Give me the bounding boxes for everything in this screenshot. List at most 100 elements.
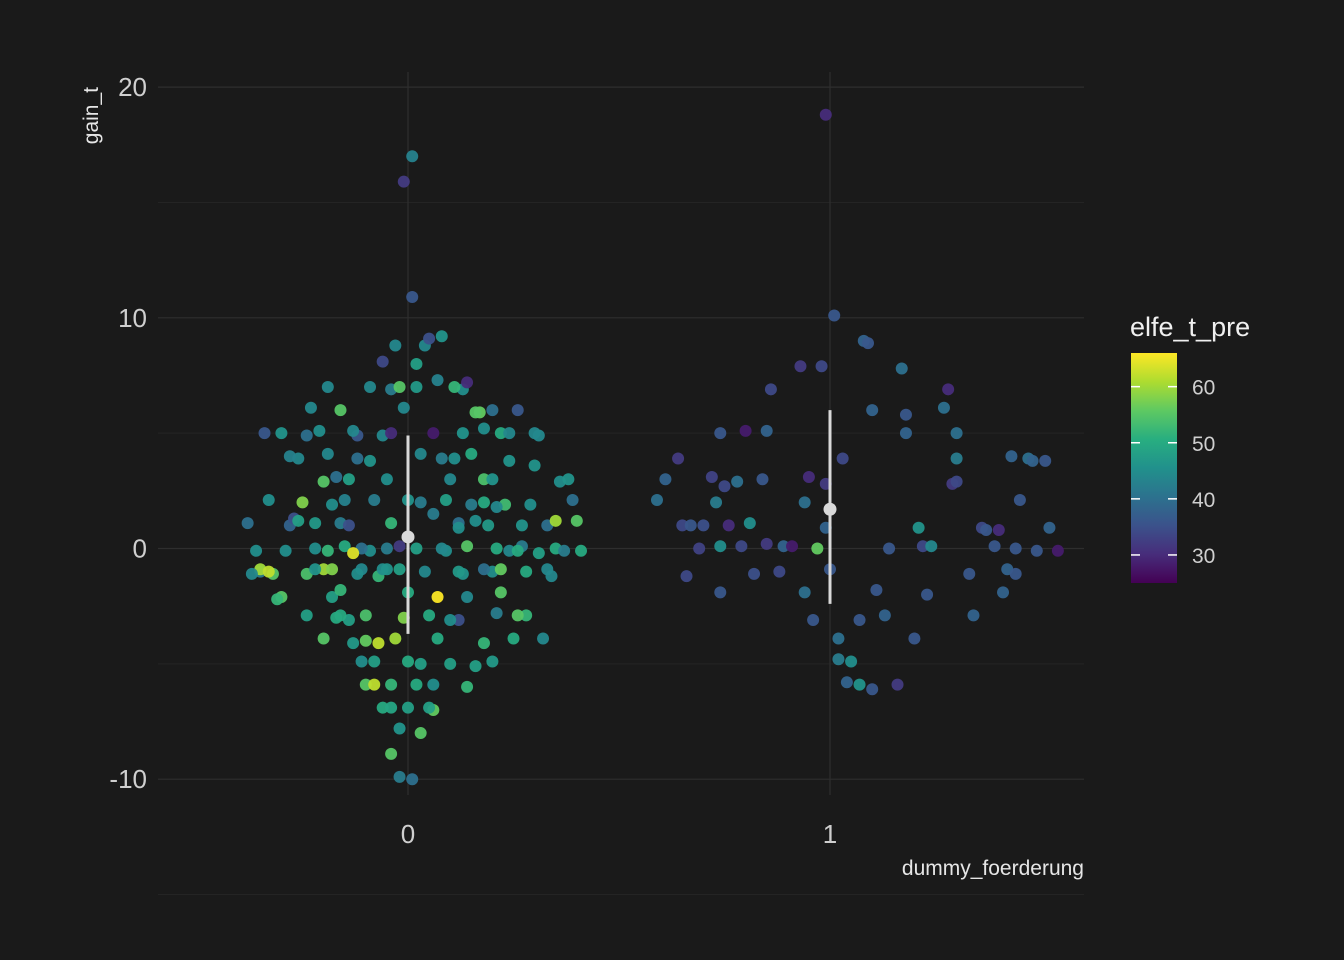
- data-point: [439, 494, 452, 507]
- data-point: [313, 424, 326, 437]
- data-point: [262, 494, 275, 507]
- data-point: [300, 609, 313, 622]
- data-point: [1026, 454, 1039, 467]
- data-point: [351, 452, 364, 465]
- data-point: [368, 494, 381, 507]
- data-point: [494, 586, 507, 599]
- legend-tick-label: 60: [1192, 377, 1215, 400]
- data-point: [334, 404, 347, 417]
- legend-title: elfe_t_pre: [1130, 312, 1250, 342]
- data-point: [385, 517, 398, 530]
- legend-tick-label: 50: [1192, 433, 1215, 456]
- data-point: [1039, 454, 1052, 467]
- data-point: [760, 424, 773, 437]
- x-axis-title: dummy_foerderung: [902, 857, 1084, 880]
- data-point: [1051, 544, 1064, 557]
- data-point: [764, 383, 777, 396]
- data-point: [815, 360, 828, 373]
- data-point: [866, 404, 879, 417]
- data-point: [798, 586, 811, 599]
- data-point: [368, 678, 381, 691]
- data-point: [364, 381, 377, 394]
- data-point: [950, 452, 963, 465]
- data-point: [773, 565, 786, 578]
- data-point: [710, 496, 723, 509]
- data-point: [477, 563, 490, 576]
- data-point: [486, 404, 499, 417]
- data-point: [444, 614, 457, 627]
- data-point: [321, 381, 334, 394]
- data-point: [347, 424, 360, 437]
- data-point: [925, 540, 938, 553]
- data-point: [672, 452, 685, 465]
- data-point: [832, 653, 845, 666]
- data-point: [870, 584, 883, 597]
- data-point: [794, 360, 807, 373]
- data-point: [351, 567, 364, 580]
- data-point: [520, 609, 533, 622]
- data-point: [402, 655, 414, 668]
- data-point: [317, 632, 330, 645]
- legend-ticks: 30 40 50 60: [1131, 377, 1215, 568]
- y-axis-title: gain_t: [80, 87, 103, 144]
- data-point: [262, 565, 275, 578]
- data-point: [1009, 542, 1022, 555]
- data-point: [330, 470, 343, 483]
- data-point: [680, 570, 693, 583]
- data-point: [490, 542, 503, 555]
- data-point: [385, 678, 398, 691]
- data-point: [397, 175, 410, 188]
- data-point: [347, 637, 360, 650]
- data-point: [541, 563, 554, 576]
- data-point: [714, 427, 727, 440]
- data-point: [342, 519, 355, 532]
- data-point: [461, 680, 474, 693]
- data-point: [997, 586, 1010, 599]
- data-point: [418, 565, 431, 578]
- data-point: [359, 634, 372, 647]
- data-point: [836, 452, 849, 465]
- data-point: [427, 427, 440, 440]
- data-point: [414, 657, 427, 670]
- data-point: [435, 330, 448, 343]
- data-point: [461, 590, 474, 603]
- mean-point: [401, 530, 415, 544]
- data-point: [570, 514, 583, 527]
- data-point: [465, 498, 478, 511]
- data-point: [494, 563, 507, 576]
- y-tick-label: 20: [118, 72, 147, 102]
- data-point: [423, 701, 436, 714]
- data-point: [461, 540, 474, 553]
- data-point: [832, 632, 845, 645]
- data-point: [532, 547, 545, 560]
- data-point: [469, 406, 482, 419]
- data-point: [731, 475, 744, 488]
- data-point: [309, 517, 322, 530]
- data-point: [477, 473, 490, 486]
- data-point: [452, 565, 465, 578]
- data-point: [899, 408, 912, 421]
- data-point: [1043, 521, 1056, 534]
- data-point: [368, 655, 381, 668]
- data-point: [452, 521, 465, 534]
- data-point: [317, 475, 330, 488]
- data-point: [389, 339, 402, 352]
- data-point: [347, 547, 360, 560]
- legend-tick-label: 30: [1192, 545, 1215, 568]
- data-point: [562, 473, 575, 486]
- data-point: [258, 427, 271, 440]
- data-point: [380, 542, 393, 555]
- data-point: [326, 498, 339, 511]
- data-point: [402, 701, 414, 714]
- color-legend: elfe_t_pre 30 40 50 60: [1130, 312, 1250, 583]
- grid-lines: [158, 72, 1084, 896]
- data-point: [427, 678, 440, 691]
- data-point: [448, 452, 461, 465]
- data-point: [697, 519, 710, 532]
- data-point: [988, 540, 1001, 553]
- x-tick-label: 1: [823, 819, 837, 849]
- data-point: [376, 701, 389, 714]
- data-point: [528, 459, 541, 472]
- data-point: [705, 470, 718, 483]
- data-point: [743, 517, 756, 530]
